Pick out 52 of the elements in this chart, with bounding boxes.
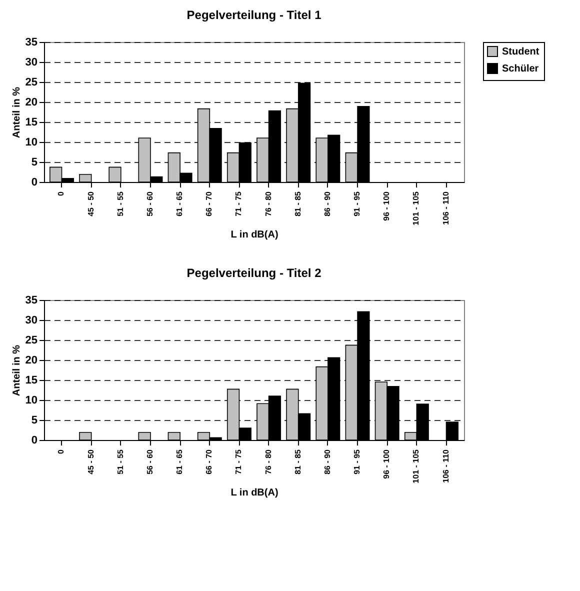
x-tick-label: 91 - 95 <box>352 448 362 474</box>
y-tick-label: 25 <box>25 334 38 346</box>
y-tick-label: 35 <box>25 294 38 306</box>
x-tick-label: 45 - 50 <box>86 448 96 474</box>
y-tick-label: 10 <box>25 136 38 148</box>
x-tick-label: 101 - 105 <box>412 448 421 484</box>
x-tick-label: 0 <box>56 190 66 196</box>
x-tick-label: 56 - 60 <box>145 448 154 474</box>
chart-title: Pegelverteilung - Titel 2 <box>186 266 322 280</box>
y-tick-label: 15 <box>25 116 38 128</box>
y-axis-title: Anteil in % <box>11 344 22 396</box>
y-tick-label: 5 <box>31 156 38 168</box>
x-tick-label: 81 - 85 <box>293 190 302 216</box>
x-tick-label: 106 - 110 <box>441 190 450 225</box>
x-tick-label: 51 - 55 <box>116 190 125 216</box>
x-tick-label: 45 - 50 <box>86 190 96 216</box>
x-tick-label: 51 - 55 <box>116 448 125 474</box>
x-tick-label: 86 - 90 <box>322 448 332 474</box>
y-tick-label: 0 <box>31 434 38 446</box>
x-tick-label: 71 - 75 <box>234 190 244 216</box>
y-tick-label: 35 <box>25 36 38 48</box>
x-tick-label: 76 - 80 <box>264 448 273 474</box>
legend-label: Schüler <box>502 64 539 74</box>
x-tick-label: 106 - 110 <box>441 448 450 483</box>
x-tick-label: 0 <box>56 448 66 454</box>
x-tick-label: 66 - 70 <box>204 190 214 216</box>
x-tick-label: 71 - 75 <box>234 448 244 474</box>
chart-title: Pegelverteilung - Titel 1 <box>186 8 322 22</box>
x-tick-label: 91 - 95 <box>352 190 362 216</box>
x-axis-title: L in dB(A) <box>230 229 278 240</box>
x-tick-label: 61 - 65 <box>175 448 184 474</box>
y-tick-label: 30 <box>25 314 38 326</box>
x-tick-label: 56 - 60 <box>145 190 154 216</box>
x-tick-label: 76 - 80 <box>264 190 273 216</box>
x-tick-label: 96 - 100 <box>382 448 392 479</box>
x-tick-label: 101 - 105 <box>412 190 421 226</box>
y-tick-label: 30 <box>25 56 38 68</box>
x-tick-label: 96 - 100 <box>382 190 392 221</box>
y-tick-label: 25 <box>25 76 38 88</box>
y-axis-title: Anteil in % <box>11 86 22 138</box>
x-tick-label: 86 - 90 <box>322 190 332 216</box>
y-tick-label: 10 <box>25 394 38 406</box>
x-tick-label: 66 - 70 <box>204 448 214 474</box>
x-axis-title: L in dB(A) <box>230 487 278 498</box>
y-tick-label: 15 <box>25 374 38 386</box>
legend-label: Student <box>502 46 540 58</box>
x-tick-label: 81 - 85 <box>293 448 302 474</box>
y-tick-label: 20 <box>25 354 38 366</box>
y-tick-label: 20 <box>25 96 38 108</box>
y-tick-label: 5 <box>31 414 38 426</box>
y-tick-label: 0 <box>31 176 38 188</box>
x-tick-label: 61 - 65 <box>175 190 184 216</box>
